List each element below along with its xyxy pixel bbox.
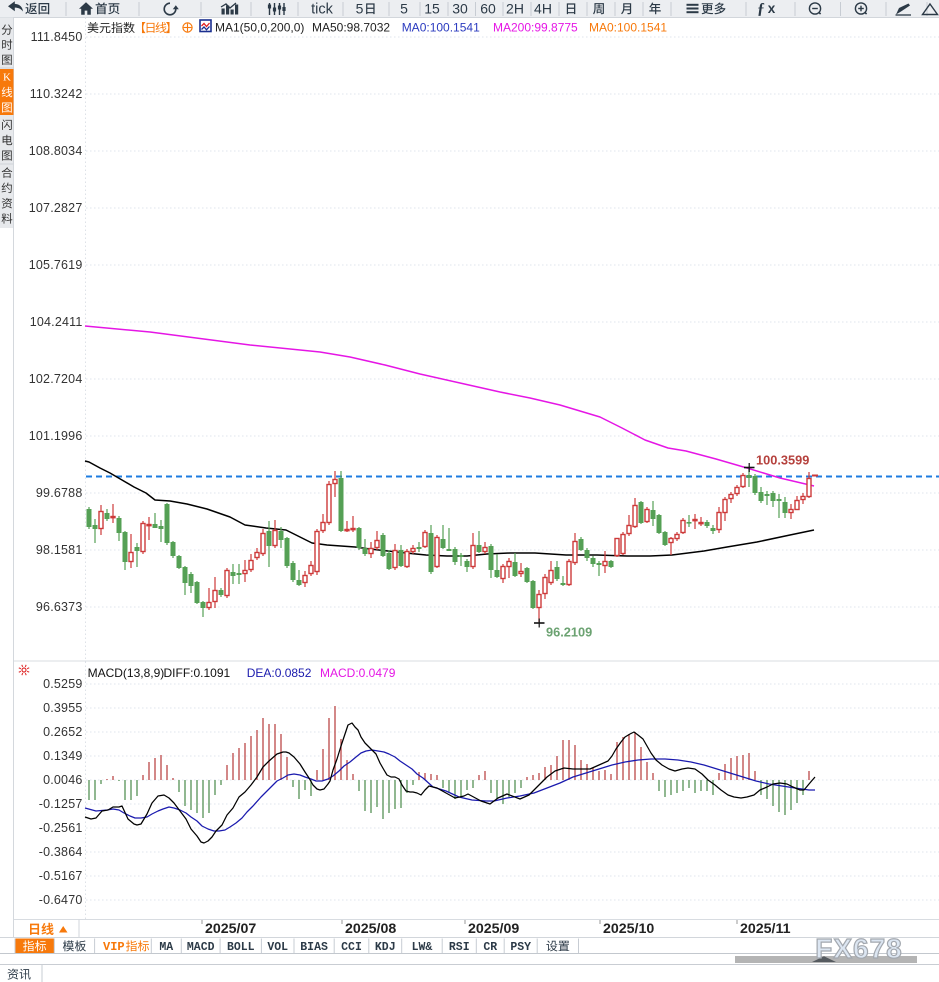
svg-text:DEA:0.0852: DEA:0.0852 [247,666,312,680]
svg-text:99.6788: 99.6788 [36,486,83,500]
svg-text:111.8450: 111.8450 [31,30,83,44]
svg-text:-0.1257: -0.1257 [39,797,83,811]
svg-text:VIP: VIP [103,940,125,954]
svg-text:2025/08: 2025/08 [345,921,396,937]
svg-text:102.7204: 102.7204 [29,372,83,386]
svg-text:tick: tick [311,2,334,18]
svg-text:BOLL: BOLL [227,941,255,954]
svg-text:0.0046: 0.0046 [43,773,82,787]
svg-text:98.1581: 98.1581 [36,543,83,557]
svg-text:-0.2561: -0.2561 [39,821,83,835]
svg-text:CCI: CCI [341,941,362,954]
svg-text:101.1996: 101.1996 [29,429,83,443]
svg-text:0.2652: 0.2652 [43,725,82,739]
svg-text:96.6373: 96.6373 [36,600,83,614]
svg-text:DIFF:0.1091: DIFF:0.1091 [164,666,231,680]
svg-text:0.5259: 0.5259 [43,677,82,691]
svg-text:MA: MA [159,941,173,954]
svg-text:-0.6470: -0.6470 [39,893,83,907]
svg-text:5: 5 [400,1,408,17]
svg-text:2025/07: 2025/07 [205,921,256,937]
svg-text:FX678: FX678 [815,933,903,964]
svg-text:MA200:99.8775: MA200:99.8775 [493,21,578,35]
svg-text:107.2827: 107.2827 [29,201,83,215]
svg-text:96.2109: 96.2109 [546,625,592,640]
svg-text:MA50:98.7032: MA50:98.7032 [312,21,390,35]
svg-text:MACD(13,8,9): MACD(13,8,9) [88,666,165,680]
svg-text:2025/09: 2025/09 [468,921,519,937]
svg-text:CR: CR [483,941,497,954]
svg-text:15: 15 [424,1,440,17]
svg-text:2025/10: 2025/10 [603,921,654,937]
svg-text:0.3955: 0.3955 [43,701,82,715]
svg-text:60: 60 [480,1,496,17]
svg-text:0.1349: 0.1349 [43,749,82,763]
svg-text:RSI: RSI [449,941,470,954]
svg-text:2025/11: 2025/11 [740,921,791,937]
svg-text:108.8034: 108.8034 [29,144,83,158]
svg-text:104.2411: 104.2411 [30,315,83,329]
svg-text:MACD:0.0479: MACD:0.0479 [320,666,396,680]
svg-text:BIAS: BIAS [300,941,328,954]
svg-text:MA0:100.1541: MA0:100.1541 [589,21,667,35]
svg-text:2H: 2H [506,1,524,17]
svg-text:-0.5167: -0.5167 [39,869,83,883]
svg-text:MACD: MACD [187,941,215,954]
svg-text:LW&: LW& [412,941,433,954]
svg-text:-0.3864: -0.3864 [39,845,83,859]
svg-text:105.7619: 105.7619 [29,258,83,272]
svg-text:5: 5 [356,1,364,17]
svg-text:MA0:100.1541: MA0:100.1541 [402,21,480,35]
svg-text:110.3242: 110.3242 [30,87,83,101]
svg-text:K: K [3,72,11,84]
svg-text:x: x [768,1,776,16]
svg-text:4H: 4H [534,1,552,17]
svg-text:VOL: VOL [267,941,288,954]
svg-text:ƒ: ƒ [757,1,765,18]
svg-text:MA1(50,0,200,0): MA1(50,0,200,0) [215,21,304,35]
svg-text:KDJ: KDJ [375,941,396,954]
svg-text:30: 30 [452,1,468,17]
svg-text:100.3599: 100.3599 [756,453,809,468]
svg-text:PSY: PSY [510,941,531,954]
